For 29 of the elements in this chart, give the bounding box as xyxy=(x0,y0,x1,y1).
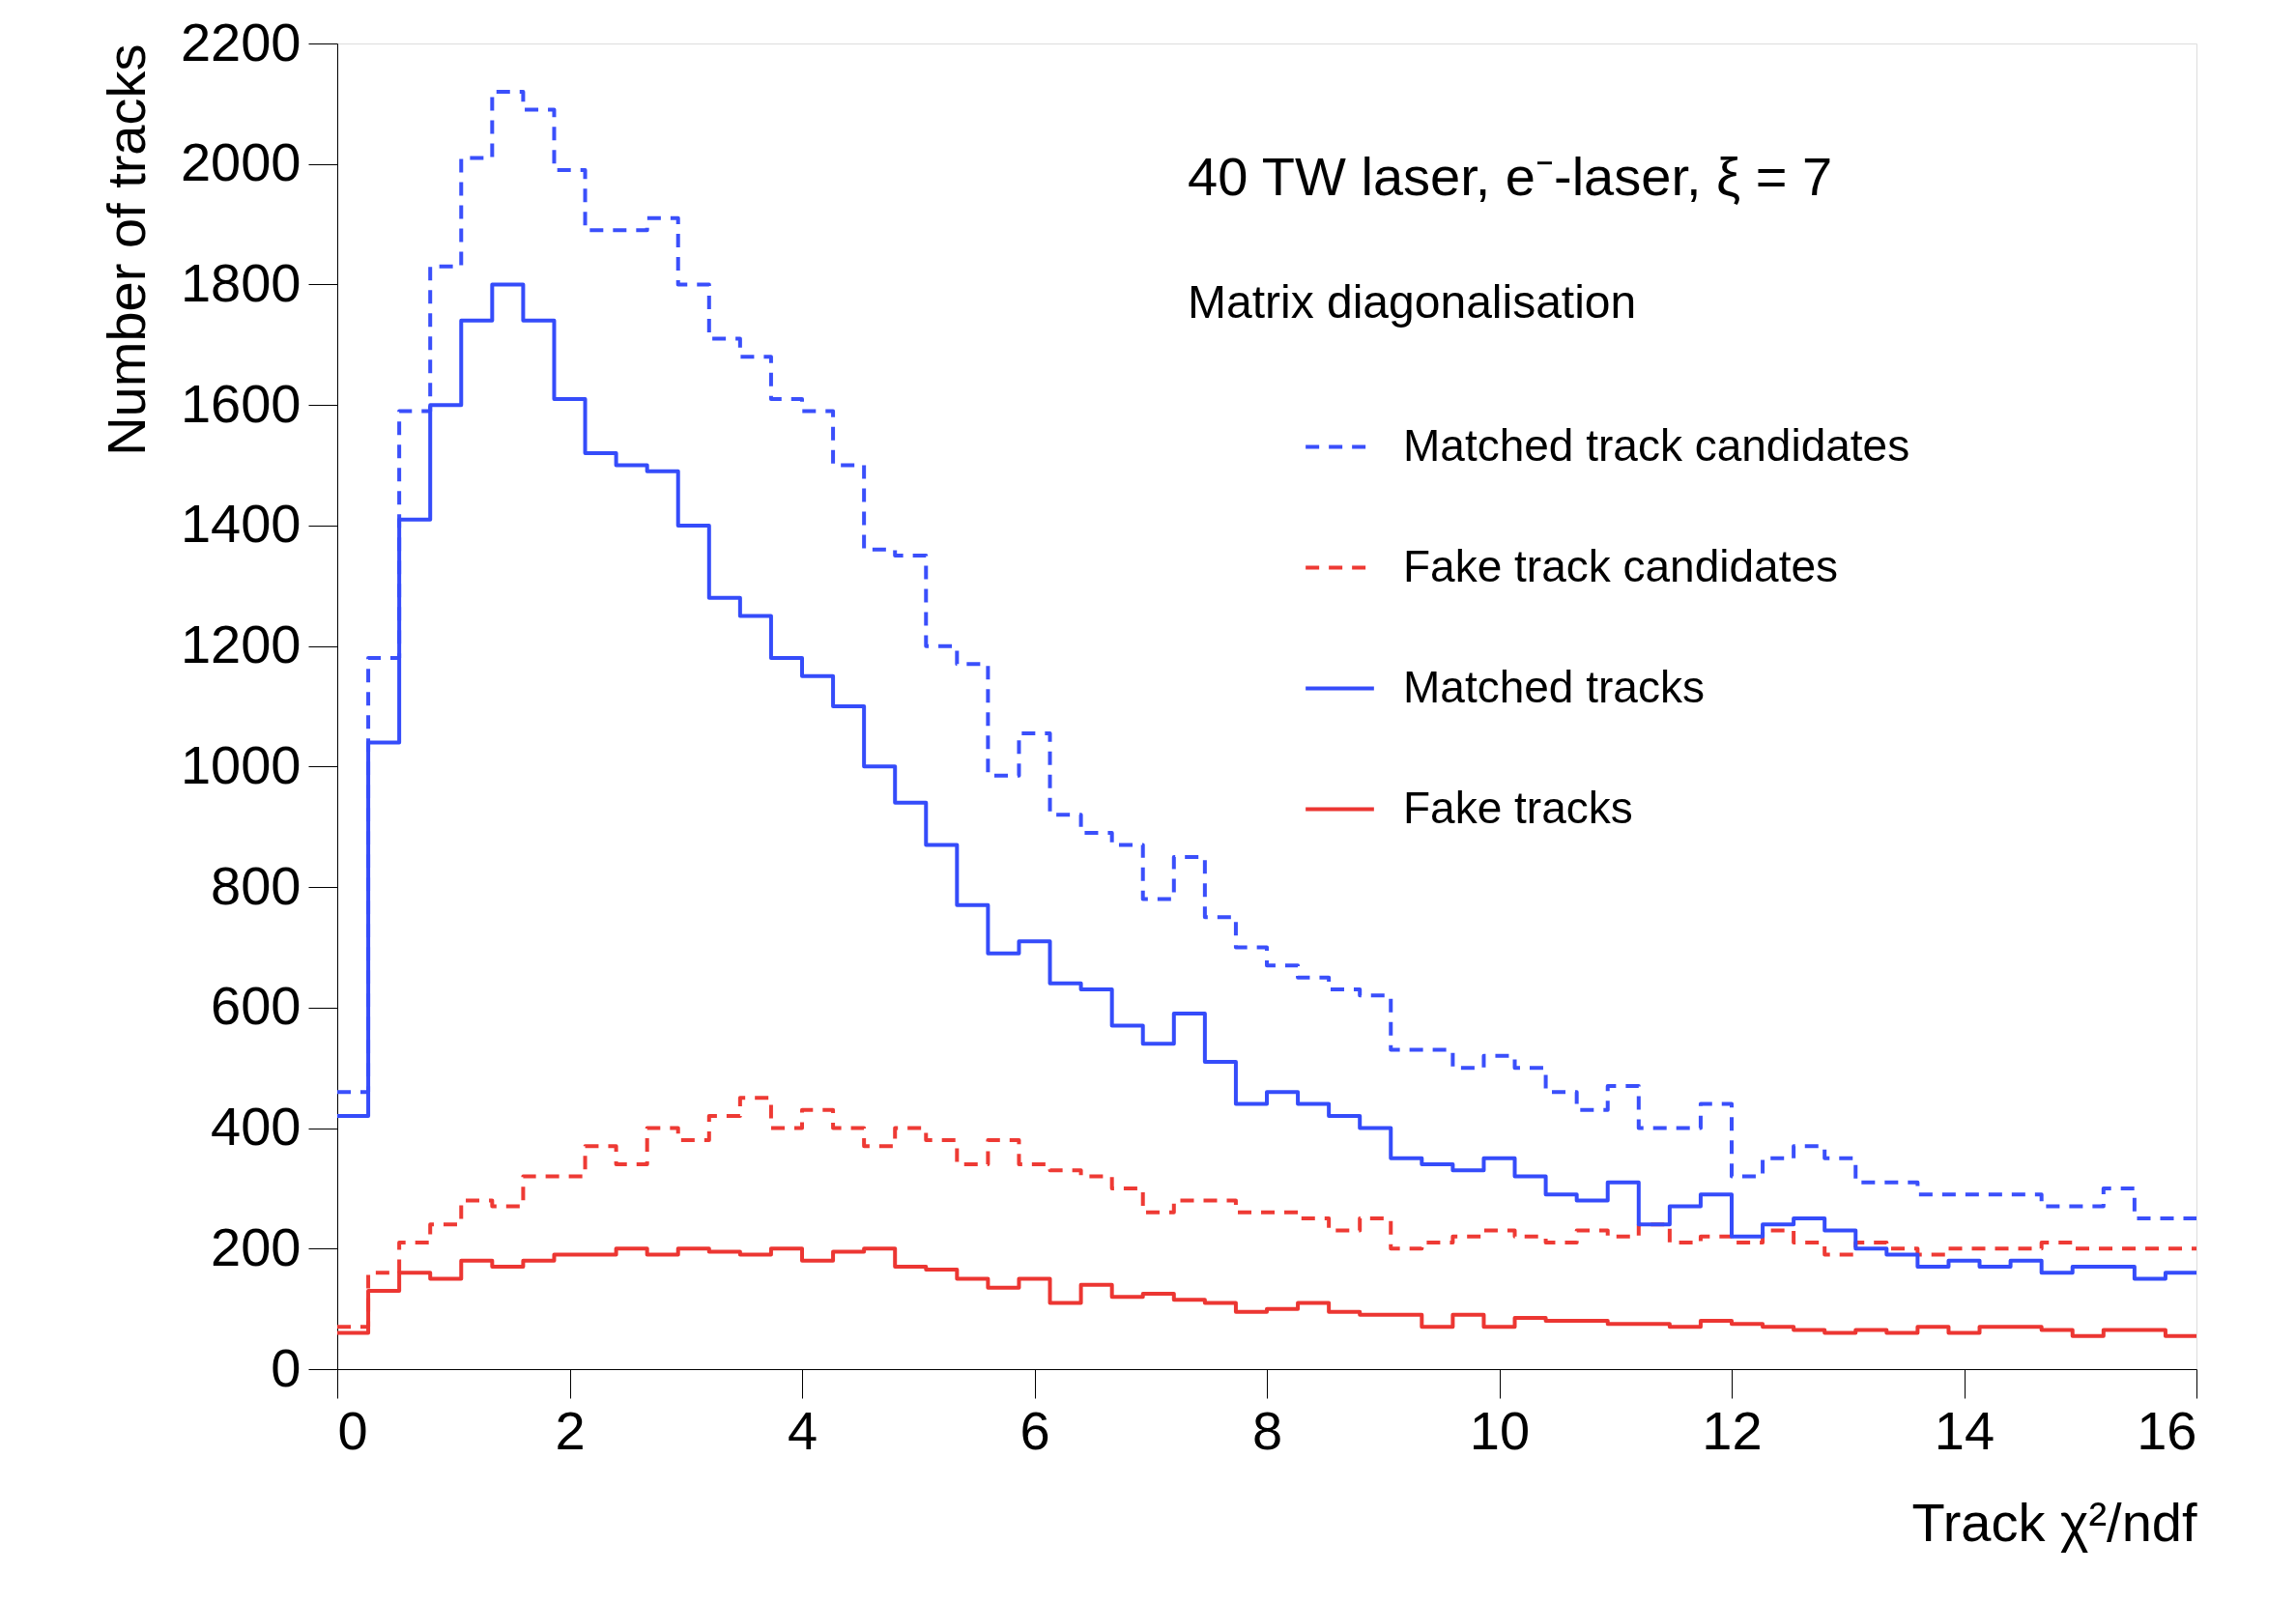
annotation: Matrix diagonalisation xyxy=(1188,276,1637,328)
legend-label: Fake track candidates xyxy=(1403,540,1839,591)
x-tick-label: 10 xyxy=(1469,1399,1531,1461)
x-tick-label: 0 xyxy=(337,1399,368,1461)
y-tick-label: 200 xyxy=(211,1215,301,1277)
legend-label: Matched tracks xyxy=(1403,661,1705,712)
y-tick-label: 0 xyxy=(271,1336,301,1398)
x-tick-label: 4 xyxy=(787,1399,818,1461)
legend-label: Fake tracks xyxy=(1403,782,1633,833)
y-tick-label: 1000 xyxy=(180,733,301,795)
legend-label: Matched track candidates xyxy=(1403,419,1910,471)
x-axis-title: Track χ²/ndf xyxy=(1911,1491,2197,1553)
x-tick-label: 16 xyxy=(2137,1399,2197,1461)
y-tick-label: 2200 xyxy=(180,11,301,72)
y-tick-label: 1400 xyxy=(180,493,301,555)
x-tick-label: 6 xyxy=(1019,1399,1050,1461)
y-tick-label: 1600 xyxy=(180,372,301,434)
y-tick-label: 600 xyxy=(211,975,301,1037)
y-axis-title: Number of tracks xyxy=(95,43,157,456)
y-tick-label: 1200 xyxy=(180,614,301,675)
x-tick-label: 14 xyxy=(1934,1399,1995,1461)
x-tick-label: 12 xyxy=(1702,1399,1763,1461)
annotation: 40 TW laser, e⁻-laser, ξ = 7 xyxy=(1188,146,1833,207)
y-tick-label: 800 xyxy=(211,854,301,916)
x-tick-label: 8 xyxy=(1251,1399,1283,1461)
y-tick-label: 2000 xyxy=(180,131,301,193)
y-tick-label: 400 xyxy=(211,1096,301,1158)
x-tick-label: 2 xyxy=(555,1399,586,1461)
y-tick-label: 1800 xyxy=(180,251,301,313)
